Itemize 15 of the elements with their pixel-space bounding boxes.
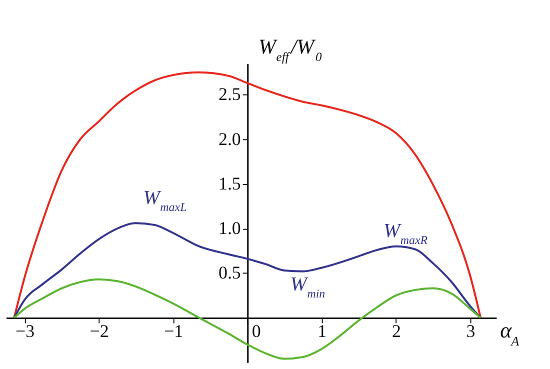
line-series [13,278,482,360]
x-tick-label: 2 [392,321,401,342]
x-tick-label: −2 [90,321,109,342]
x-tick-label: 1 [318,321,327,342]
x-tick-label: 3 [466,321,476,342]
y-tick-label: 2.0 [218,128,241,149]
y-tick-label: 1.0 [218,218,241,238]
x-tick-label: −3 [16,321,35,342]
line-series [13,71,482,319]
x-tick-label: −1 [164,321,184,342]
line-series [13,222,482,319]
x-tick-label: 0 [252,321,261,342]
y-tick-label: 0.5 [218,262,241,283]
y-tick-label: 1.5 [218,173,241,194]
y-tick-label: 2.5 [218,84,241,104]
